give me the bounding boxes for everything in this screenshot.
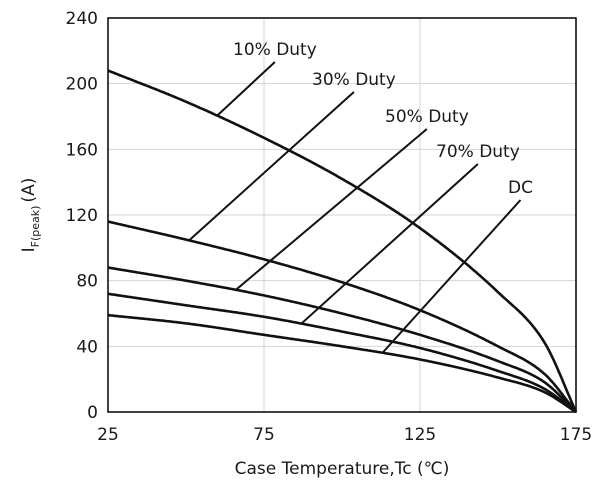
series-line	[107, 292, 577, 414]
y-axis-title-main: I	[19, 247, 39, 252]
series-line	[107, 220, 577, 413]
series-annotation-label: 10% Duty	[233, 40, 317, 60]
series-line	[107, 266, 577, 413]
svg-text:IF(peak)(A): IF(peak) (A)	[19, 178, 42, 253]
y-tick-label: 0	[87, 403, 98, 423]
annotation-leaders	[188, 61, 522, 354]
y-tick-label: 200	[66, 75, 98, 95]
y-tick-label: 160	[66, 140, 98, 160]
y-tick-label: 80	[76, 272, 98, 292]
series-annotation-label: 70% Duty	[436, 142, 520, 162]
x-axis-title: Case Temperature,Tc (℃)	[235, 459, 450, 479]
series-annotation-label: 50% Duty	[385, 107, 469, 127]
annotation-leader-line	[300, 163, 479, 325]
annotation-leader-line	[235, 128, 428, 291]
y-tick-label: 240	[66, 9, 98, 29]
series-annotation-label: 30% Duty	[312, 70, 396, 90]
series-line	[107, 313, 577, 414]
curves	[107, 69, 578, 414]
tick-labels: 25 75 125 175 0 40 80 120 160 200 240	[66, 9, 593, 445]
annotation-leader-line	[216, 61, 276, 117]
y-axis-title: IF(peak) (A)	[19, 178, 42, 253]
x-tick-label: 75	[253, 425, 275, 445]
y-axis-title-sub: F(peak)	[29, 206, 42, 248]
y-tick-label: 120	[66, 206, 98, 226]
y-axis-title-unit: (A)	[19, 178, 39, 203]
x-tick-label: 175	[560, 425, 592, 445]
plot-frame	[107, 17, 577, 413]
annotation-leader-line	[381, 199, 522, 354]
series-line	[107, 69, 578, 413]
y-tick-label: 40	[76, 337, 98, 357]
annotation-labels: 10% Duty 30% Duty 50% Duty 70% Duty DC	[233, 40, 533, 198]
annotation-leader-line	[188, 91, 355, 242]
series-annotation-label: DC	[508, 178, 533, 198]
x-tick-label: 25	[97, 425, 119, 445]
x-tick-label: 125	[404, 425, 436, 445]
